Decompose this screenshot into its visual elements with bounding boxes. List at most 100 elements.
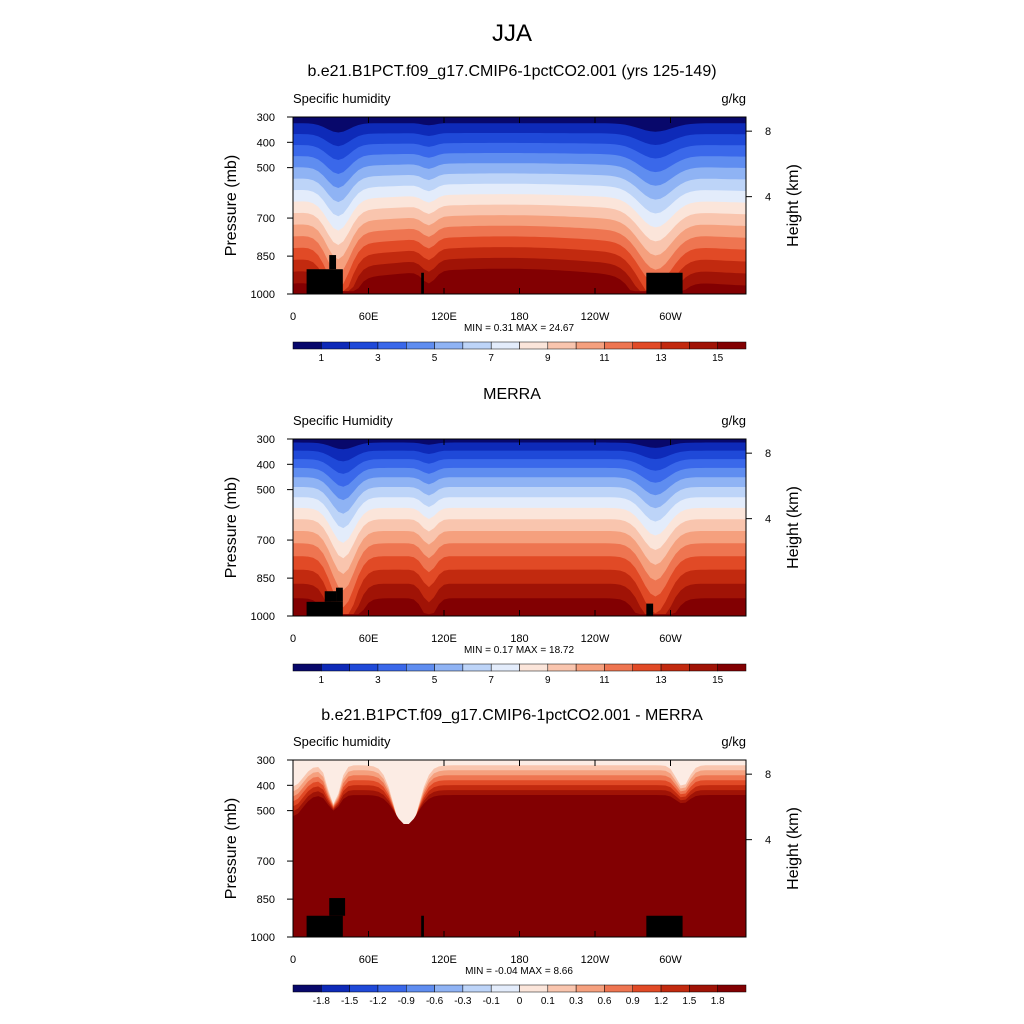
- pressure-tick-label: 300: [257, 112, 275, 124]
- colorbar-cell: [434, 663, 464, 672]
- lon-tick-label: 60E: [359, 633, 379, 645]
- height-tick-label: 4: [765, 835, 771, 847]
- colorbar-label: 1.2: [654, 996, 668, 1007]
- colorbar-label: 15: [712, 353, 724, 364]
- colorbar-label: 1.8: [711, 996, 725, 1007]
- contour-band: [293, 268, 746, 294]
- colorbar-cell: [490, 663, 520, 672]
- colorbar-label: 9: [545, 675, 551, 686]
- pressure-tick-label: 300: [257, 434, 275, 446]
- lon-tick-label: 120E: [431, 954, 457, 966]
- colorbar-cell: [349, 341, 379, 350]
- pressure-tick-label: 850: [257, 894, 275, 906]
- panel-units-label: g/kg: [721, 734, 746, 749]
- lon-tick-label: 60W: [659, 633, 682, 645]
- panel-3: Specific humidity g/kg3004005007008501000…: [223, 734, 802, 1007]
- lon-tick-label: 180: [510, 311, 528, 323]
- panel-left-label: Specific humidity: [293, 91, 391, 106]
- pressure-tick-label: 300: [257, 755, 275, 767]
- lon-tick-label: 180: [510, 954, 528, 966]
- colorbar-cell: [632, 341, 662, 350]
- lon-tick-label: 180: [510, 633, 528, 645]
- colorbar-label: 1: [319, 353, 325, 364]
- topography-mask: [329, 255, 337, 270]
- colorbar-label: 0.3: [569, 996, 583, 1007]
- lon-tick-label: 60E: [359, 311, 379, 323]
- colorbar-cell: [519, 341, 549, 350]
- colorbar-label: 5: [432, 353, 438, 364]
- pressure-tick-label: 850: [257, 251, 275, 263]
- colorbar-cell: [689, 341, 718, 350]
- panel-units-label: g/kg: [721, 413, 746, 428]
- topography-mask: [306, 269, 343, 294]
- colorbar-label: 1: [319, 675, 325, 686]
- lon-tick-label: 120W: [581, 311, 610, 323]
- topography-mask: [336, 587, 343, 602]
- colorbar-cell: [717, 663, 747, 672]
- colorbar-cell: [292, 341, 322, 350]
- colorbar-cell: [462, 663, 492, 672]
- lon-tick-label: 0: [290, 311, 296, 323]
- colorbar-cell: [689, 663, 718, 672]
- lon-tick-label: 60W: [659, 954, 682, 966]
- topography-mask: [306, 601, 343, 616]
- colorbar-cell: [547, 984, 577, 993]
- lon-tick-label: 120W: [581, 954, 610, 966]
- colorbar-cell: [604, 663, 633, 672]
- colorbar-cell: [632, 984, 662, 993]
- panel-left-label: Specific humidity: [293, 734, 391, 749]
- colorbar-cell: [406, 984, 435, 993]
- pressure-axis-label: Pressure (mb): [223, 477, 240, 578]
- topography-mask: [646, 603, 654, 616]
- colorbar-cell: [406, 663, 435, 672]
- colorbar-label: 0.6: [597, 996, 611, 1007]
- colorbar-label: 0.9: [626, 996, 640, 1007]
- height-tick-label: 4: [765, 192, 771, 204]
- colorbar-label: 13: [656, 675, 668, 686]
- contour-band: [293, 795, 746, 937]
- colorbar-cell: [377, 341, 407, 350]
- pressure-tick-label: 500: [257, 163, 275, 175]
- pressure-tick-label: 1000: [251, 932, 275, 944]
- colorbar-cell: [434, 341, 464, 350]
- colorbar-label: 1.5: [682, 996, 696, 1007]
- colorbar-label: 0: [517, 996, 523, 1007]
- colorbar-cell: [519, 663, 549, 672]
- pressure-tick-label: 400: [257, 459, 275, 471]
- colorbar-cell: [689, 984, 718, 993]
- lon-tick-label: 0: [290, 954, 296, 966]
- colorbar-label: -0.3: [454, 996, 472, 1007]
- lon-tick-label: 0: [290, 633, 296, 645]
- topography-mask: [421, 915, 424, 937]
- panel-3-title: b.e21.B1PCT.f09_g17.CMIP6-1pctCO2.001 - …: [321, 707, 703, 724]
- pressure-tick-label: 500: [257, 806, 275, 818]
- min-max-label: MIN = 0.17 MAX = 18.72: [464, 645, 574, 656]
- contour-band: [293, 598, 746, 616]
- pressure-tick-label: 500: [257, 485, 275, 497]
- height-tick-label: 8: [765, 769, 771, 781]
- topography-mask: [324, 591, 337, 602]
- panel-2-title: MERRA: [483, 386, 541, 403]
- colorbar-cell: [575, 341, 605, 350]
- lon-tick-label: 120W: [581, 633, 610, 645]
- colorbar-cell: [462, 341, 492, 350]
- colorbar-cell: [660, 663, 690, 672]
- colorbar-label: -0.6: [426, 996, 444, 1007]
- panel-2: Specific Humidity g/kg3004005007008501000…: [223, 413, 802, 686]
- colorbar-label: 3: [375, 675, 381, 686]
- pressure-axis-label: Pressure (mb): [223, 155, 240, 256]
- panel-1-title: b.e21.B1PCT.f09_g17.CMIP6-1pctCO2.001 (y…: [307, 63, 717, 80]
- lon-tick-label: 60W: [659, 311, 682, 323]
- colorbar-cell: [292, 984, 322, 993]
- colorbar-label: 11: [599, 353, 610, 364]
- colorbar-label: 5: [432, 675, 438, 686]
- panel-3-contour-field: [293, 760, 746, 937]
- pressure-tick-label: 1000: [251, 289, 275, 301]
- pressure-tick-label: 850: [257, 573, 275, 585]
- panel-units-label: g/kg: [721, 91, 746, 106]
- panel-2-contour-field: [293, 439, 746, 616]
- colorbar-cell: [349, 984, 379, 993]
- height-axis-label: Height (km): [785, 486, 802, 569]
- pressure-tick-label: 700: [257, 213, 275, 225]
